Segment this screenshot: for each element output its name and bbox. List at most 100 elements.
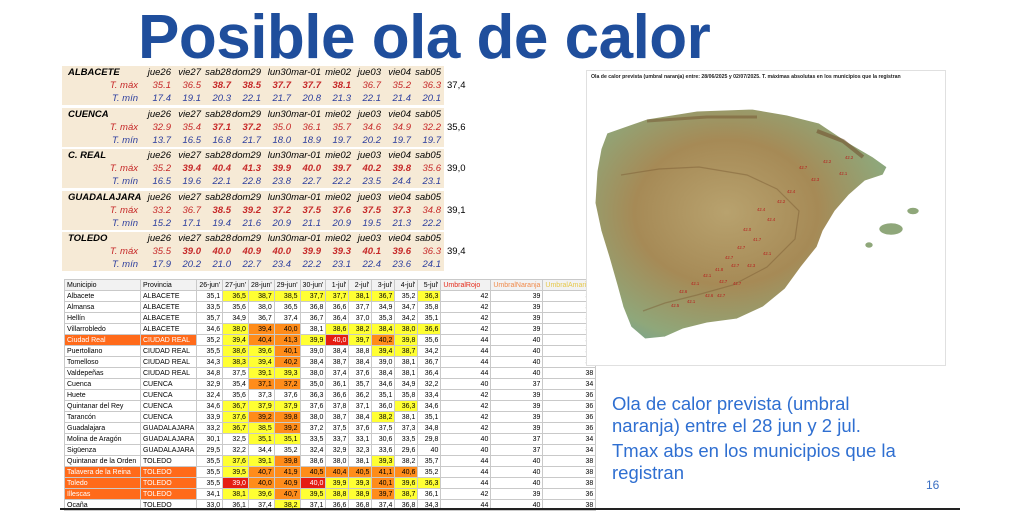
table-cell: 38,7 [394, 488, 419, 500]
forecast-max-value: 40.9 [234, 245, 264, 258]
table-cell: 37,6 [299, 400, 327, 412]
forecast-max-value: 40.2 [354, 162, 384, 175]
table-cell: 34,1 [196, 488, 224, 500]
table-cell: 37 [490, 433, 544, 445]
table-cell: CIUDAD REAL [139, 356, 198, 368]
forecast-min-value: 18.0 [264, 133, 294, 147]
forecast-day: jue26 [144, 66, 174, 79]
table-cell: ALBACETE [139, 323, 198, 335]
table-cell: CUENCA [139, 389, 198, 401]
forecast-abs-max: 37,4 [444, 66, 478, 105]
table-cell: Ciudad Real [64, 334, 141, 346]
table-cell: 38,5 [273, 290, 301, 302]
table-cell: 33,2 [196, 422, 224, 434]
table-cell: 38,2 [371, 411, 396, 423]
table-cell: 36,4 [325, 312, 350, 324]
table-cell: 38,0 [325, 455, 350, 467]
forecast-max-label: T. máx [62, 162, 144, 175]
table-cell: 38,4 [325, 345, 350, 357]
table-cell: 34,9 [394, 378, 419, 390]
table-cell: 35,2 [196, 334, 224, 346]
forecast-max-value: 39.0 [174, 245, 204, 258]
forecast-max-value: 35.6 [414, 162, 444, 175]
table-cell: 38,3 [222, 356, 249, 368]
forecast-day: mie02 [324, 232, 354, 245]
table-cell: 39,6 [394, 477, 419, 489]
table-cell: 39,9 [325, 477, 350, 489]
table-cell: 37,8 [325, 400, 350, 412]
table-cell: 33,5 [196, 301, 224, 313]
table-row: Tomelloso CIUDAD REAL 34,3 38,3 39,4 40,2 38,4… [64, 356, 597, 368]
table-cell: Hellín [64, 312, 141, 324]
table-header: 27-jun' [222, 279, 249, 291]
table-cell: 40 [440, 444, 492, 456]
forecast-day: vie27 [174, 149, 204, 162]
forecast-city-name: GUADALAJARA [62, 190, 144, 204]
table-row: Villarrobledo ALBACETE 34,6 38,0 39,4 40,0 38,… [64, 323, 597, 335]
table-cell: 32,5 [222, 433, 249, 445]
table-cell: 36,3 [299, 389, 327, 401]
forecast-city-name: C. REAL [62, 149, 144, 162]
table-cell: 39,4 [247, 323, 275, 335]
forecast-min-value: 21.0 [204, 258, 234, 271]
table-cell: 37,7 [325, 290, 350, 302]
table-header: UmbralNaranja [490, 279, 544, 291]
table-cell: 38 [542, 466, 597, 478]
forecast-min-value: 22.1 [354, 92, 384, 105]
table-cell: 34,7 [394, 301, 419, 313]
forecast-max-value: 38.1 [324, 79, 354, 92]
forecast-day: sab28 [204, 232, 234, 245]
table-cell: 35,1 [417, 411, 442, 423]
forecast-min-value: 19.7 [384, 133, 414, 147]
table-cell: 35,2 [417, 466, 442, 478]
table-cell: 38 [542, 477, 597, 489]
table-cell: 38,9 [348, 488, 373, 500]
forecast-day: jue26 [144, 149, 174, 162]
forecast-max-value: 36.7 [354, 79, 384, 92]
table-cell: 37,5 [371, 422, 396, 434]
table-cell: Puertollano [64, 345, 141, 357]
forecast-min-value: 20.9 [324, 216, 354, 230]
forecast-min-value: 22.7 [234, 258, 264, 271]
table-cell: Tomelloso [64, 356, 141, 368]
table-cell: 44 [440, 455, 492, 467]
table-cell: 35,5 [196, 345, 224, 357]
forecast-min-value: 20.2 [354, 133, 384, 147]
table-cell: CUENCA [139, 378, 198, 390]
forecast-min-value: 21.3 [324, 92, 354, 105]
table-cell: 39,7 [371, 488, 396, 500]
forecast-max-label: T. máx [62, 245, 144, 258]
table-row: Tarancón CUENCA 33,9 37,6 39,2 39,8 38,0 38,7 38… [64, 411, 597, 423]
table-cell: 40 [440, 378, 492, 390]
forecast-min-value: 19.1 [174, 92, 204, 105]
table-cell: 34,3 [196, 356, 224, 368]
table-cell: 41,3 [273, 334, 301, 346]
forecast-min-value: 22.2 [294, 258, 324, 271]
forecast-min-label: T. mín [62, 133, 144, 147]
forecast-max-value: 34.9 [384, 120, 414, 134]
table-header: 3-jul' [371, 279, 396, 291]
table-row: Guadalajara GUADALAJARA 33,2 36,7 38,5 39,2 37… [64, 422, 597, 434]
table-cell: 35,3 [371, 312, 396, 324]
table-cell: 44 [440, 356, 492, 368]
forecast-min-value: 17.1 [174, 216, 204, 230]
table-cell: 37,6 [348, 422, 373, 434]
table-cell: 36 [542, 422, 597, 434]
forecast-block-3: GUADALAJARA jue26 vie27 sab28 dom29 lun30 mar-… [62, 190, 494, 231]
table-cell: 38,4 [371, 323, 396, 335]
table-cell: 34,6 [196, 400, 224, 412]
forecast-day: lun30 [264, 232, 294, 245]
table-cell: 33,5 [394, 433, 419, 445]
forecast-max-value: 35.0 [264, 120, 294, 134]
table-cell: 37,1 [247, 378, 275, 390]
table-cell: 33,1 [348, 433, 373, 445]
table-cell: 39,3 [371, 455, 396, 467]
table-header: 1-jul' [325, 279, 350, 291]
table-cell: Quintanar de la Orden [64, 455, 141, 467]
forecast-max-value: 37.1 [204, 120, 234, 134]
table-cell: 39 [490, 400, 544, 412]
table-cell: 39,5 [222, 466, 249, 478]
table-cell: 34 [542, 444, 597, 456]
table-cell: 40 [490, 367, 544, 379]
table-header: 28-jun' [247, 279, 275, 291]
